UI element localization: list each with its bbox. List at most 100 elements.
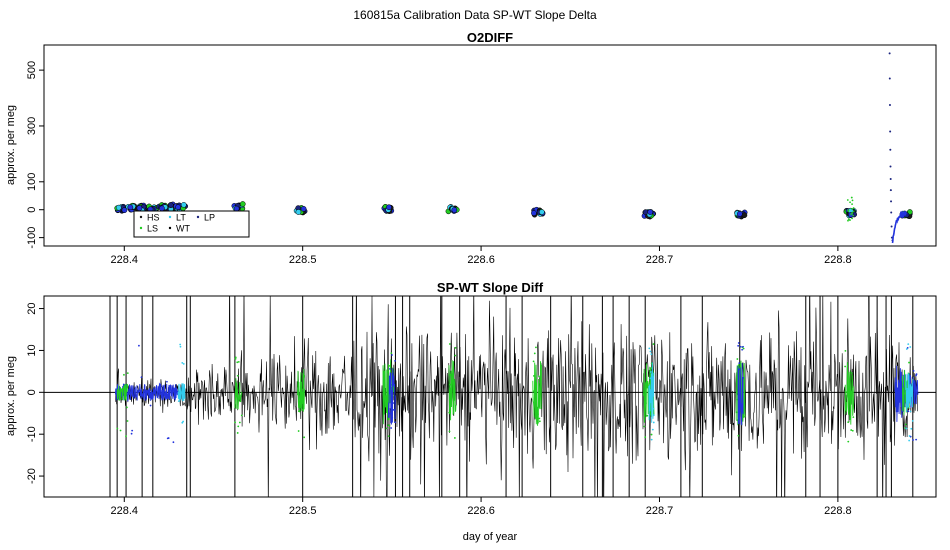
data-point — [295, 209, 302, 215]
segment-point — [449, 374, 452, 376]
segment-point — [844, 365, 847, 368]
data-point — [852, 207, 855, 209]
segment-line — [387, 368, 396, 425]
segment-point — [119, 394, 121, 397]
calibration-cluster — [445, 204, 460, 215]
segment-point — [172, 441, 175, 444]
legend-label: LP — [204, 213, 215, 223]
segment-point — [452, 397, 455, 400]
x-tick-label: 228.4 — [111, 254, 139, 266]
segment-point — [388, 412, 391, 415]
segment-point — [736, 419, 739, 422]
segment-point — [742, 345, 744, 348]
segment-point — [533, 390, 535, 393]
calibration-segment — [448, 343, 457, 439]
segment-point — [392, 402, 394, 404]
segment-point — [119, 429, 122, 432]
segment-point — [735, 391, 738, 394]
o2diff-x-axis: 228.4 228.5 228.6 228.7 228.8 — [111, 246, 852, 266]
slope-diff-y-axis: -20 -10 0 10 20 — [26, 302, 44, 484]
segment-point — [742, 376, 745, 379]
data-point — [852, 210, 855, 213]
segment-point — [912, 439, 914, 441]
segment-point — [906, 388, 908, 390]
segment-point — [908, 439, 911, 442]
segment-point — [908, 435, 911, 437]
y-tick-label: 500 — [26, 61, 38, 79]
y-tick-label: 300 — [26, 117, 38, 135]
segment-point — [234, 357, 237, 360]
segment-point — [391, 416, 394, 419]
spike-point — [888, 77, 891, 80]
segment-point — [138, 344, 140, 347]
x-tick-label: 228.5 — [289, 254, 317, 266]
segment-point — [643, 425, 646, 428]
segment-line — [905, 373, 914, 413]
segment-point — [735, 411, 738, 414]
segment-point — [646, 414, 649, 417]
segment-point — [908, 361, 910, 364]
o2diff-panel: O2DIFF 228.4 228.5 228.6 228.7 228.8 -100 0 10… — [5, 30, 937, 266]
segment-point — [907, 410, 910, 413]
x-tick-label: 228.7 — [646, 254, 674, 266]
segment-point — [650, 353, 653, 356]
calibration-cluster — [641, 209, 657, 220]
segment-point — [301, 408, 304, 411]
segment-point — [236, 374, 239, 377]
x-axis-label: day of year — [463, 531, 518, 543]
slope-diff-x-axis: 228.4 228.5 228.6 228.7 228.8 — [111, 497, 852, 517]
x-tick-label: 228.5 — [289, 505, 317, 517]
segment-point — [130, 432, 133, 435]
calibration-cluster — [381, 204, 395, 215]
data-point — [233, 205, 240, 212]
segment-point — [389, 368, 391, 370]
data-point — [850, 196, 853, 199]
data-point — [851, 208, 853, 210]
calibration-cluster — [734, 209, 748, 220]
segment-point — [234, 421, 236, 424]
segment-point — [905, 427, 908, 430]
segment-point — [652, 407, 655, 410]
segment-point — [299, 400, 301, 403]
spike-point — [889, 148, 892, 151]
segment-line — [648, 362, 655, 423]
segment-point — [182, 420, 185, 423]
y-tick-label: 100 — [26, 173, 38, 191]
segment-point — [848, 381, 851, 384]
o2diff-title: O2DIFF — [467, 30, 513, 45]
segment-point — [651, 428, 654, 431]
o2diff-plot-frame — [43, 44, 937, 247]
data-point — [847, 219, 849, 222]
spike-point — [890, 211, 893, 214]
calibration-segment — [177, 343, 186, 424]
data-point — [538, 209, 545, 215]
spike-point — [890, 225, 893, 228]
segment-point — [645, 402, 647, 405]
calibration-segment — [648, 347, 655, 441]
data-point — [852, 214, 855, 217]
segment-point — [297, 386, 300, 388]
segment-line — [296, 369, 305, 413]
segment-point — [533, 352, 536, 355]
x-tick-label: 228.8 — [824, 505, 852, 517]
legend-label: LS — [147, 224, 158, 234]
calibration-segment — [234, 356, 243, 434]
calibration-segment — [844, 349, 855, 443]
data-point — [159, 205, 165, 212]
legend-marker — [196, 215, 200, 219]
calibration-segment — [905, 343, 914, 442]
segment-point — [166, 380, 168, 383]
segment-point — [454, 354, 457, 357]
segment-point — [907, 343, 910, 346]
x-tick-label: 228.7 — [646, 505, 674, 517]
segment-point — [739, 345, 742, 348]
segment-point — [739, 393, 741, 396]
data-point — [175, 204, 181, 211]
segment-point — [738, 406, 741, 408]
segment-point — [240, 414, 243, 417]
segment-point — [167, 437, 170, 439]
spike-recovery-series — [891, 210, 908, 244]
segment-point — [449, 383, 452, 386]
segment-point — [845, 391, 848, 393]
segment-point — [386, 387, 389, 389]
